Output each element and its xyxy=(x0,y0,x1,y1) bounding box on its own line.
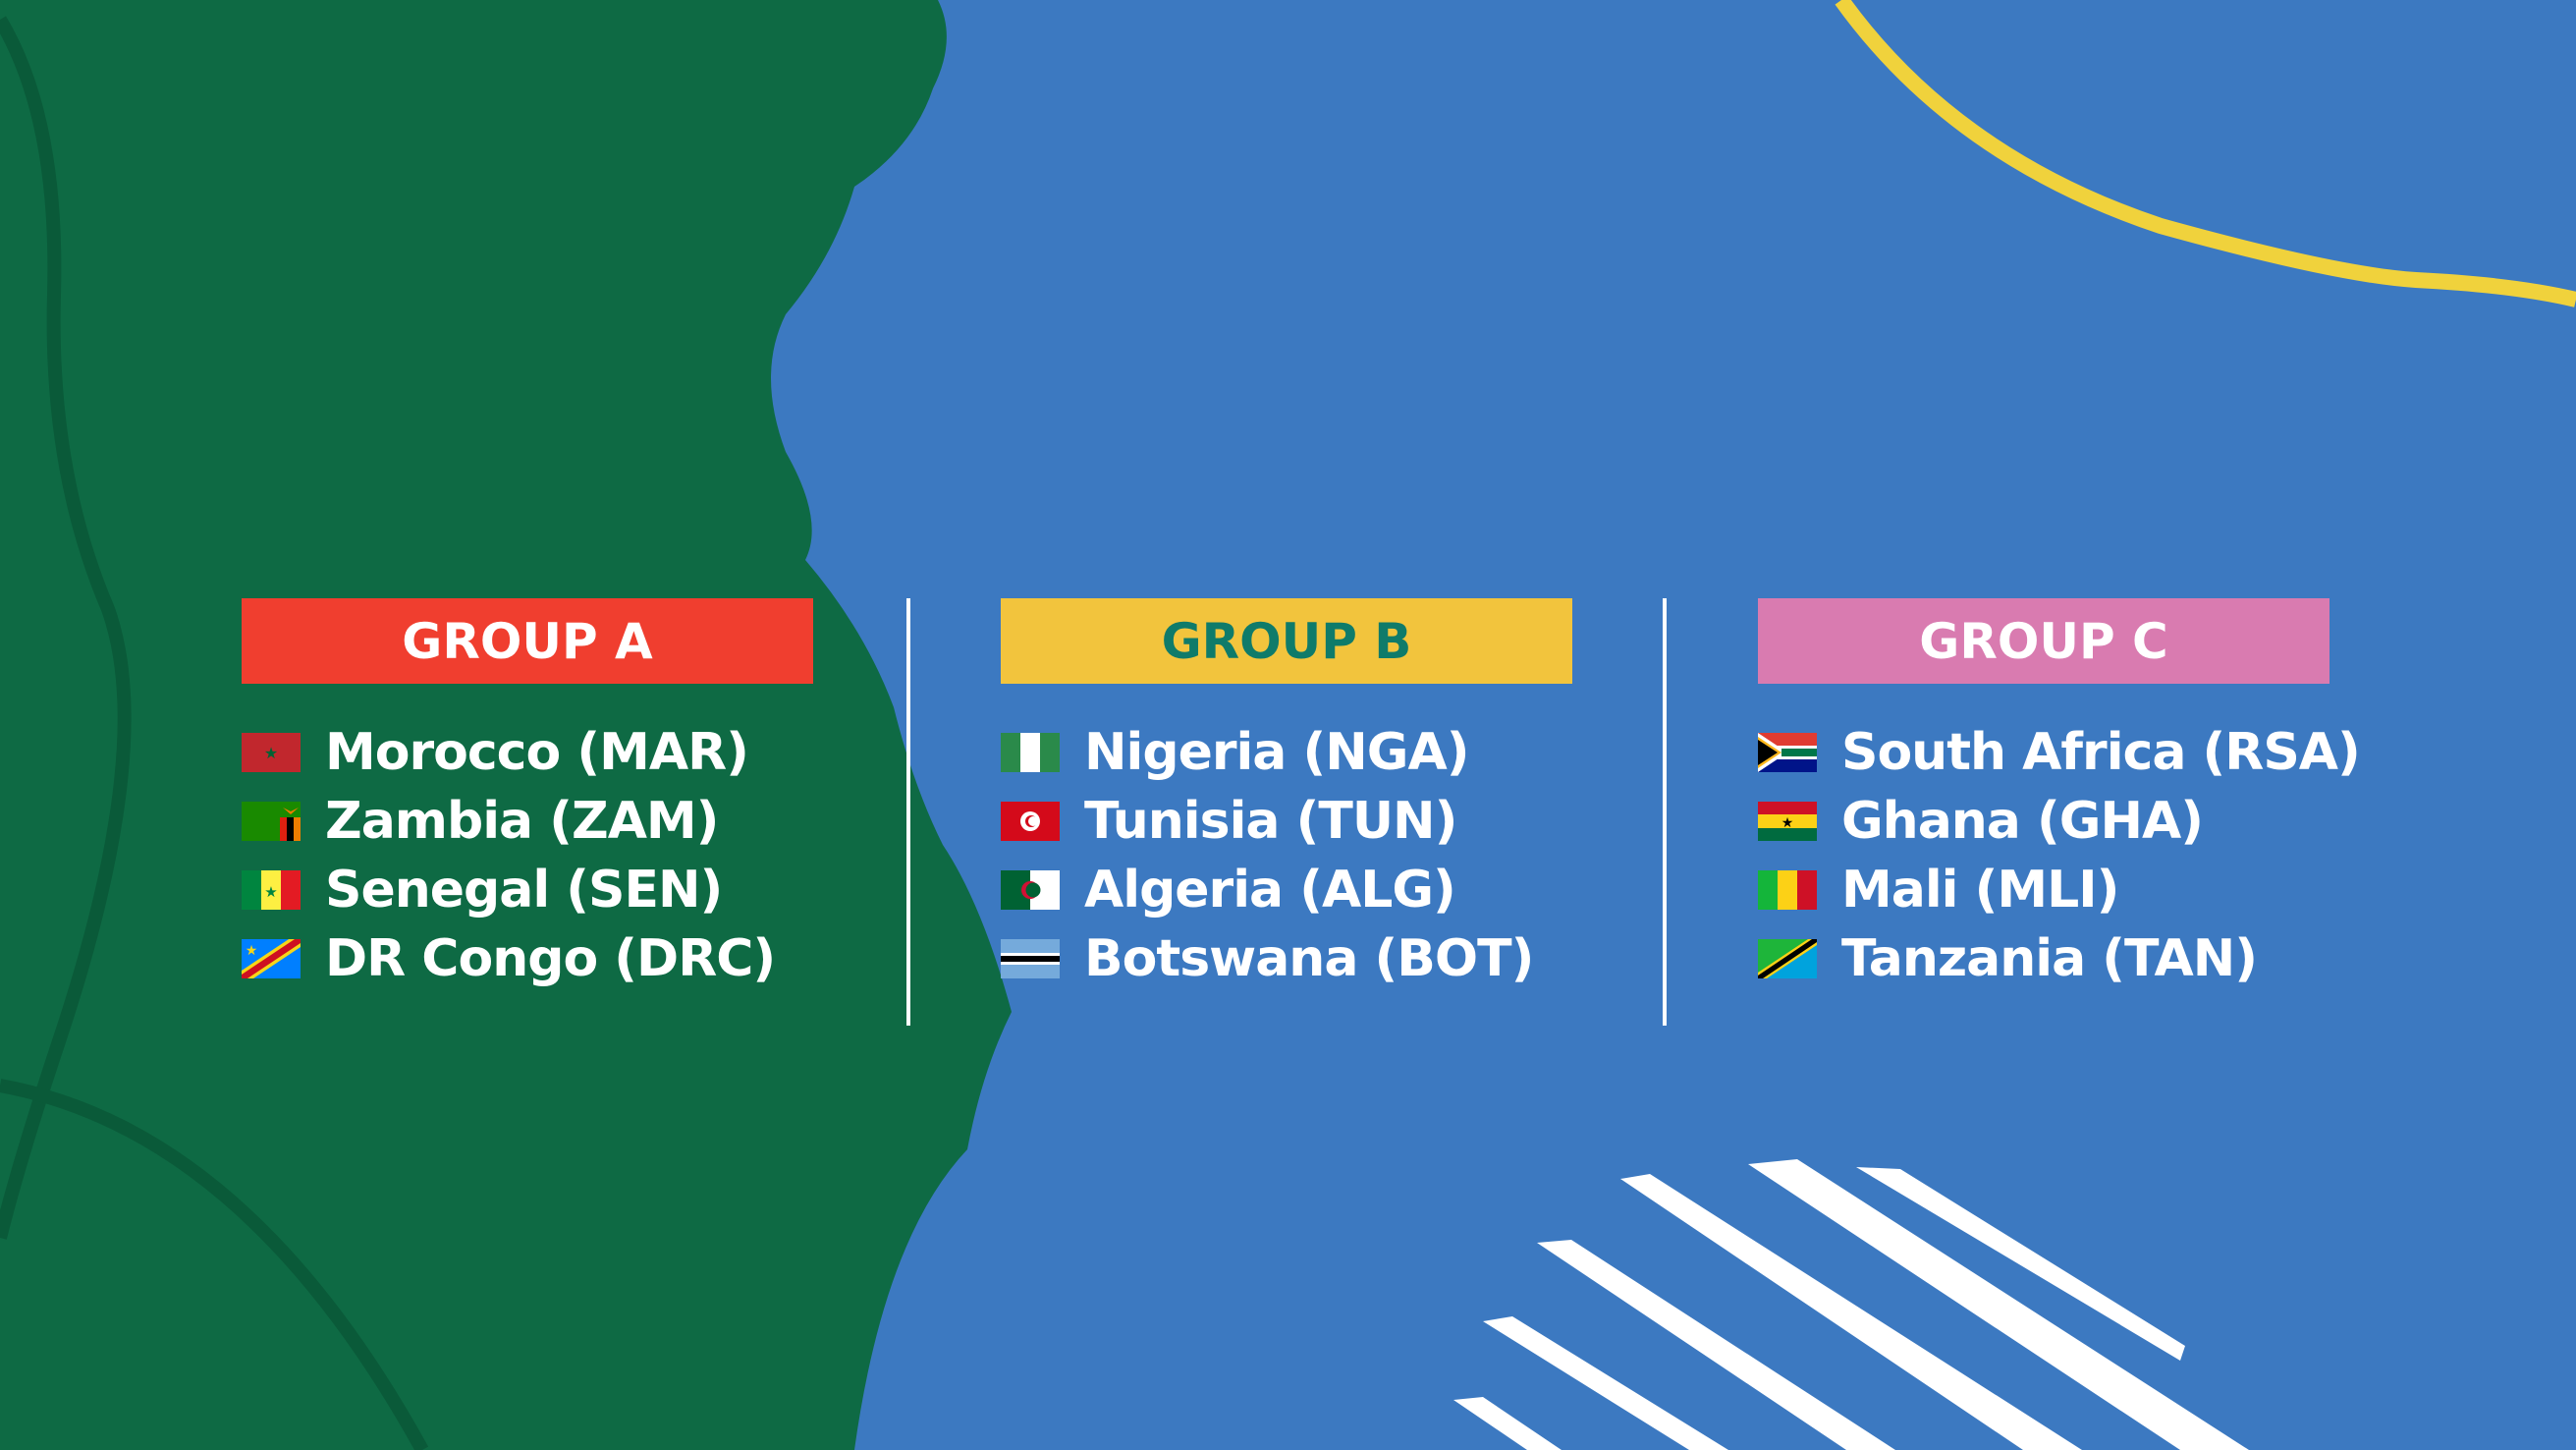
team-name: Zambia (ZAM) xyxy=(325,792,719,851)
team-row: ★ Senegal (SEN) xyxy=(242,856,813,924)
nigeria-flag-icon xyxy=(1001,733,1060,772)
svg-text:★: ★ xyxy=(264,744,278,762)
green-africa-shape xyxy=(0,0,1012,1450)
ghana-flag-icon: ★ xyxy=(1758,802,1817,841)
zambia-flag-icon xyxy=(242,802,301,841)
group-b-header: GROUP B xyxy=(1001,598,1572,684)
southafrica-flag-icon xyxy=(1758,733,1817,772)
team-name: South Africa (RSA) xyxy=(1841,723,2361,782)
svg-text:★: ★ xyxy=(1781,815,1794,831)
svg-text:★: ★ xyxy=(246,943,258,959)
yellow-curve xyxy=(1835,0,2576,307)
team-name: Tanzania (TAN) xyxy=(1841,929,2258,988)
team-name: DR Congo (DRC) xyxy=(325,929,776,988)
group-divider xyxy=(1663,598,1667,1026)
group-divider xyxy=(906,598,910,1026)
morocco-flag-icon: ★ xyxy=(242,733,301,772)
team-row: ★ DR Congo (DRC) xyxy=(242,924,813,993)
dark-curve xyxy=(0,1079,429,1450)
botswana-flag-icon xyxy=(1001,939,1060,978)
team-name: Senegal (SEN) xyxy=(325,861,723,920)
algeria-flag-icon xyxy=(1001,870,1060,910)
group-a-header: GROUP A xyxy=(242,598,813,684)
team-row: Nigeria (NGA) xyxy=(1001,718,1572,787)
drcongo-flag-icon: ★ xyxy=(242,939,301,978)
group-c: GROUP C South Africa (RSA) ★ Ghana (GHA)… xyxy=(1758,598,2361,993)
team-name: Nigeria (NGA) xyxy=(1084,723,1469,782)
team-row: ★ Morocco (MAR) xyxy=(242,718,813,787)
senegal-flag-icon: ★ xyxy=(242,870,301,910)
team-row: Zambia (ZAM) xyxy=(242,787,813,856)
white-stripes xyxy=(1453,1159,2249,1450)
tunisia-flag-icon xyxy=(1001,802,1060,841)
tanzania-flag-icon xyxy=(1758,939,1817,978)
group-b: GROUP B Nigeria (NGA) Tunisia (TUN) Alge… xyxy=(1001,598,1572,993)
team-row: ★ Ghana (GHA) xyxy=(1758,787,2329,856)
team-name: Morocco (MAR) xyxy=(325,723,749,782)
team-row: Mali (MLI) xyxy=(1758,856,2329,924)
team-name: Tunisia (TUN) xyxy=(1084,792,1457,851)
group-a: GROUP A ★ Morocco (MAR) Zambia (ZAM) ★ S… xyxy=(242,598,813,993)
team-name: Algeria (ALG) xyxy=(1084,861,1456,920)
team-name: Botswana (BOT) xyxy=(1084,929,1534,988)
team-row: Tanzania (TAN) xyxy=(1758,924,2329,993)
team-row: Algeria (ALG) xyxy=(1001,856,1572,924)
mali-flag-icon xyxy=(1758,870,1817,910)
svg-text:★: ★ xyxy=(264,883,277,901)
team-row: Botswana (BOT) xyxy=(1001,924,1572,993)
team-name: Ghana (GHA) xyxy=(1841,792,2204,851)
team-name: Mali (MLI) xyxy=(1841,861,2119,920)
dark-curve xyxy=(0,16,132,1240)
group-c-header: GROUP C xyxy=(1758,598,2329,684)
team-row: South Africa (RSA) xyxy=(1758,718,2361,787)
team-row: Tunisia (TUN) xyxy=(1001,787,1572,856)
